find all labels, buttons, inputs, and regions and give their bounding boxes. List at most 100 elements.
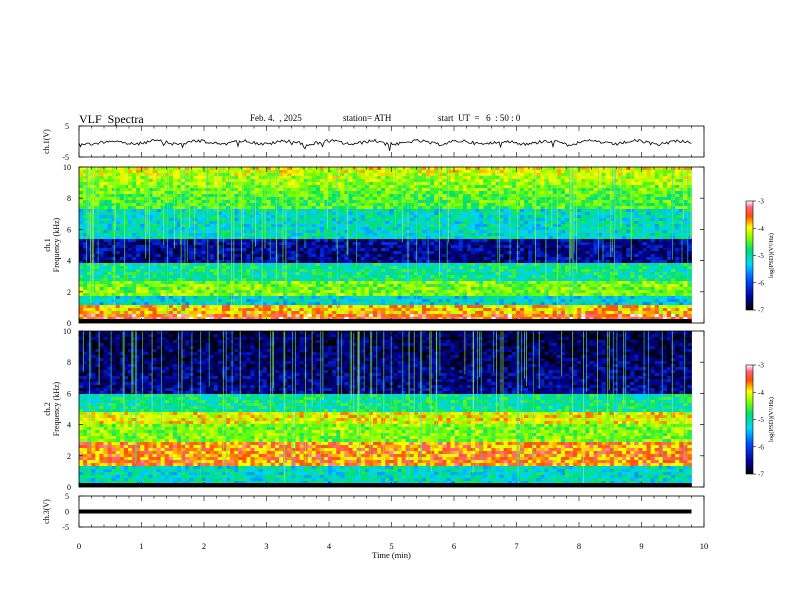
spectrogram-cell [373, 254, 378, 258]
spectrogram-cell [413, 302, 419, 306]
spectrogram-cell [283, 257, 288, 261]
spectrogram-cell [454, 284, 460, 288]
spectrogram-cell [413, 254, 419, 258]
spectrogram-cell [238, 236, 243, 240]
spectrogram-cell [258, 296, 264, 300]
spectrogram-cell [217, 308, 223, 312]
spectrogram-cell [389, 182, 394, 186]
spectrogram-cell [438, 236, 443, 240]
spectrogram-cell [246, 167, 251, 171]
spectrogram-cell [275, 173, 280, 177]
spectrogram-cell [160, 236, 166, 240]
spectrogram-cell [430, 221, 435, 225]
spectrogram-cell [103, 182, 108, 186]
spectrogram-cell [458, 227, 464, 231]
spectrogram-cell [385, 227, 390, 231]
spectrogram-cell [217, 215, 223, 219]
spectrogram-cell [99, 230, 104, 234]
spectrogram-cell [291, 308, 296, 312]
spectrogram-cell [336, 263, 341, 267]
spectrogram-cell [95, 248, 100, 252]
spectrogram-cell [275, 254, 280, 258]
spectrogram-cell [115, 311, 121, 315]
spectrogram-cell [340, 206, 345, 210]
spectrogram-cell [364, 293, 370, 297]
spectrogram-cell [103, 287, 108, 291]
spectrogram-cell [258, 281, 264, 285]
spectrogram-cell [128, 236, 133, 240]
spectrogram-cell [352, 176, 358, 180]
spectrogram-cell [348, 269, 353, 273]
spectrogram-cell [115, 179, 121, 183]
spectrogram-cell [336, 257, 341, 261]
spectrogram-cell [230, 290, 235, 294]
spectrogram-cell [115, 182, 121, 186]
spectrogram-cell [450, 224, 456, 228]
spectrogram-cell [409, 236, 415, 240]
spectrogram-cell [132, 242, 137, 246]
spectrogram-cell [368, 209, 374, 213]
spectrogram-cell [360, 239, 366, 243]
spectrogram-cell [315, 314, 321, 318]
spectrogram-cell [115, 302, 121, 306]
spectrogram-cell [79, 212, 84, 216]
spectrogram-cell [177, 257, 182, 261]
spectrogram-cell [295, 188, 300, 192]
spectrogram-cell [226, 278, 231, 282]
spectrogram-cell [430, 266, 435, 270]
spectrogram-cell [119, 203, 125, 207]
spectrogram-cell [422, 182, 427, 186]
spectrogram-cell [160, 299, 166, 303]
spectrogram-cell [209, 263, 215, 267]
spectrogram-cell [119, 266, 125, 270]
spectrogram-cell [275, 317, 280, 321]
spectrogram-cell [168, 266, 174, 270]
spectrogram-cell [270, 215, 276, 219]
spectrogram-cell [450, 242, 456, 246]
spectrogram-cell [324, 257, 329, 261]
spectrogram-cell [209, 206, 215, 210]
spectrogram-cell [226, 296, 231, 300]
spectrogram-cell [450, 305, 456, 309]
spectrogram-cell [172, 215, 178, 219]
spectrogram-cell [279, 242, 284, 246]
spectrogram-cell [417, 272, 423, 276]
spectrogram-cell [132, 230, 137, 234]
spectrogram-cell [303, 194, 309, 198]
spectrogram-cell [458, 275, 464, 279]
spectrogram-cell [413, 317, 419, 321]
spectrogram-cell [217, 311, 223, 315]
spectrogram-cell [438, 299, 443, 303]
spectrogram-cell [417, 308, 423, 312]
spectrogram-cell [434, 245, 439, 249]
spectrogram-cell [328, 218, 333, 222]
spectrogram-cell [262, 263, 268, 267]
spectrogram-cell [258, 170, 264, 174]
spectrogram-cell [340, 266, 345, 270]
spectrogram-cell [148, 248, 153, 252]
spectrogram-cell [136, 173, 141, 177]
spectrogram-cell [246, 308, 251, 312]
spectrogram-cell [172, 257, 178, 261]
spectrogram-cell [364, 257, 370, 261]
spectrogram-cell [381, 236, 386, 240]
spectrogram-cell [107, 299, 113, 303]
spectrogram-cell [152, 302, 157, 306]
spectrogram-cell [385, 305, 390, 309]
spectrogram-cell [303, 305, 309, 309]
spectrogram-cell [417, 275, 423, 279]
spectrogram-cell [270, 293, 276, 297]
spectrogram-cell [177, 206, 182, 210]
spectrogram-cell [364, 173, 370, 177]
spectrogram-cell [99, 242, 104, 246]
spectrogram-cell [307, 218, 313, 222]
spectrogram-cell [254, 236, 260, 240]
spectrogram-cell [95, 242, 100, 246]
spectrogram-cell [413, 182, 419, 186]
spectrogram-cell [283, 215, 288, 219]
spectrogram-cell [319, 191, 325, 195]
spectrogram-cell [397, 275, 402, 279]
spectrogram-cell [99, 269, 104, 273]
spectrogram-cell [156, 176, 162, 180]
spectrogram-cell [172, 299, 178, 303]
